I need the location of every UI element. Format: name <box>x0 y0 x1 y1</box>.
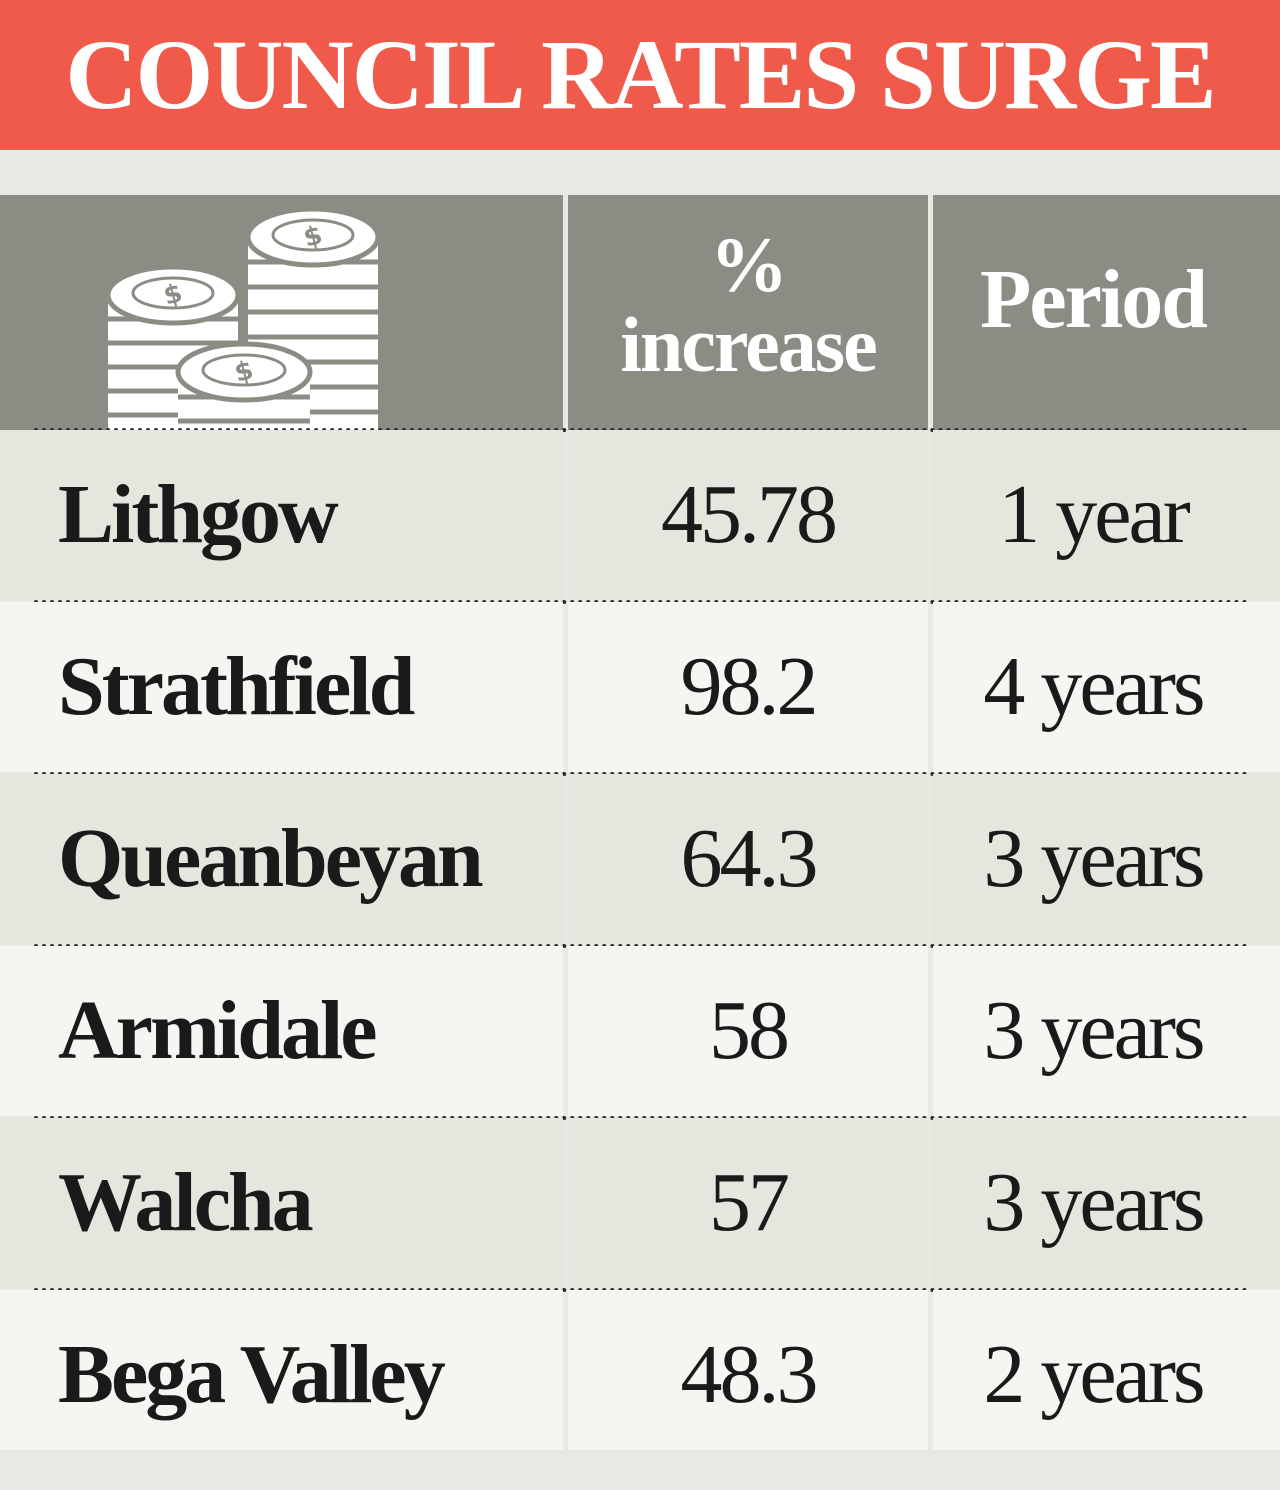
table-row: Walcha 57 3 years <box>0 1118 1280 1288</box>
cell-background <box>0 1290 563 1460</box>
council-name: Walcha <box>58 1156 314 1249</box>
cell-background <box>933 946 1280 1116</box>
cell-background <box>0 602 563 772</box>
council-name: Strathfield <box>58 640 415 733</box>
header-increase-word: increase <box>620 301 877 388</box>
table-row: Queanbeyan 64.3 3 years <box>0 774 1280 944</box>
increase-value: 57 <box>709 1156 790 1249</box>
table-row: Lithgow 45.78 1 year <box>0 430 1280 600</box>
period-value: 3 years <box>983 812 1205 905</box>
increase-value: 48.3 <box>680 1328 819 1421</box>
increase-value: 98.2 <box>680 640 819 733</box>
rates-table: $ $ $ % increase Period Lithgow 45.78 1 ye… <box>0 195 1280 1460</box>
table-row: Bega Valley 48.3 2 years <box>0 1290 1280 1460</box>
period-value: 3 years <box>983 1156 1205 1249</box>
cell-background <box>933 1118 1280 1288</box>
header-period-label: Period <box>980 253 1208 346</box>
header-percent-sign: % <box>710 221 788 308</box>
cell-background <box>0 430 563 600</box>
title-banner: COUNCIL RATES SURGE <box>0 0 1280 150</box>
period-value: 4 years <box>983 640 1205 733</box>
table-row: Armidale 58 3 years <box>0 946 1280 1116</box>
chart-title: COUNCIL RATES SURGE <box>65 19 1216 130</box>
cell-background <box>933 430 1280 600</box>
council-name: Queanbeyan <box>58 812 484 905</box>
cell-background <box>568 774 928 944</box>
header-increase-label: % increase <box>568 225 928 385</box>
cell-background <box>568 602 928 772</box>
period-value: 3 years <box>983 984 1205 1077</box>
cell-background <box>0 774 563 944</box>
cell-background <box>568 1118 928 1288</box>
footer-band <box>0 1450 1280 1490</box>
council-name: Bega Valley <box>58 1328 446 1421</box>
cell-background <box>933 1290 1280 1460</box>
cell-background <box>568 946 928 1116</box>
table-row: Strathfield 98.2 4 years <box>0 602 1280 772</box>
council-name: Armidale <box>58 984 378 1077</box>
header-period-cell: Period <box>933 195 1280 430</box>
increase-value: 45.78 <box>661 468 838 561</box>
header-increase-cell: % increase <box>568 195 928 430</box>
coins-dollar-icon: $ $ $ <box>105 207 381 430</box>
period-value: 2 years <box>983 1328 1205 1421</box>
cell-background <box>933 774 1280 944</box>
cell-background <box>933 602 1280 772</box>
cell-background <box>568 430 928 600</box>
cell-background <box>568 1290 928 1460</box>
council-name: Lithgow <box>58 468 339 561</box>
header-icon-cell: $ $ $ <box>0 195 563 430</box>
period-value: 1 year <box>998 468 1191 561</box>
cell-background <box>0 1118 563 1288</box>
cell-background <box>0 946 563 1116</box>
increase-value: 64.3 <box>680 812 819 905</box>
increase-value: 58 <box>709 984 790 1077</box>
